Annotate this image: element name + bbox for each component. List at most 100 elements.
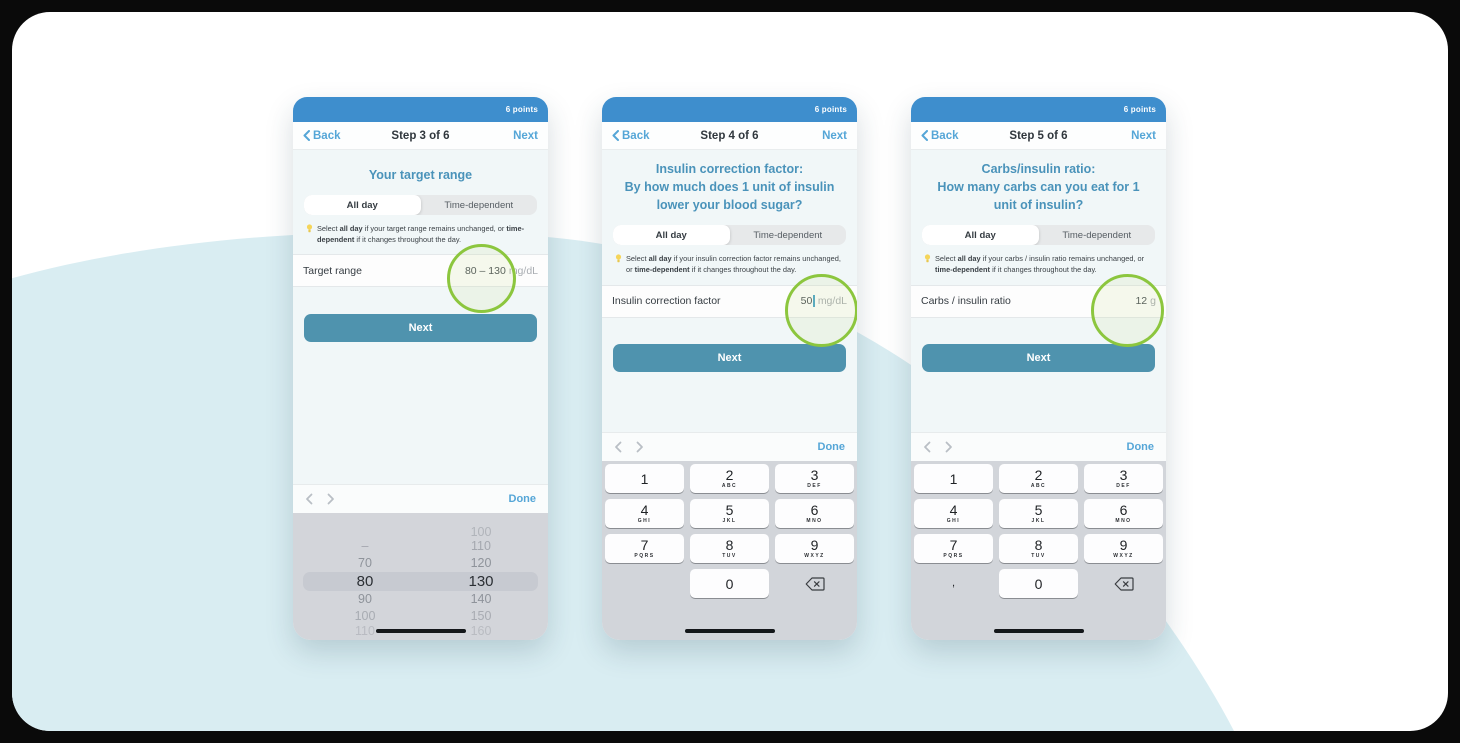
next-button[interactable]: Next — [613, 343, 846, 372]
key-5[interactable]: 5 JKL — [999, 499, 1078, 528]
field-value: 12 g — [1135, 295, 1156, 307]
chevron-left-icon[interactable] — [614, 441, 622, 453]
insulin-correction-field[interactable]: Insulin correction factor 50 mg/dL — [602, 284, 857, 318]
field-number: 80 – 130 — [464, 264, 506, 277]
key-0[interactable]: 0 — [999, 569, 1078, 598]
nav-bar: Back Step 4 of 6 Next — [602, 122, 857, 150]
backspace-icon — [1114, 576, 1134, 591]
done-button[interactable]: Done — [1126, 441, 1155, 453]
key-3[interactable]: 3 DEF — [775, 464, 854, 493]
back-label: Back — [931, 129, 959, 142]
phone-screen-step5: 6 points Back Step 5 of 6 Next Carbs/ins… — [911, 97, 1166, 640]
status-bar: 6 points — [602, 97, 857, 122]
back-button[interactable]: Back — [303, 130, 341, 142]
tab-all-day[interactable]: All day — [613, 225, 730, 246]
points-badge: 6 points — [505, 105, 538, 114]
key-9[interactable]: 9 WXYZ — [775, 534, 854, 563]
status-bar: 6 points — [293, 97, 548, 122]
back-button[interactable]: Back — [921, 130, 959, 142]
key-1[interactable]: 1 — [605, 464, 684, 493]
backspace-icon — [805, 576, 825, 591]
field-value: 80 – 130 mg/dL — [465, 265, 538, 277]
picker-row: 100 — [470, 525, 492, 539]
field-label: Insulin correction factor — [612, 295, 721, 308]
keyboard-accessory-bar: Done — [602, 432, 857, 461]
chevron-left-icon[interactable] — [305, 493, 313, 505]
key-8[interactable]: 8 TUV — [690, 534, 769, 563]
key-5[interactable]: 5 JKL — [690, 499, 769, 528]
chevron-right-icon[interactable] — [636, 441, 644, 453]
key-9[interactable]: 9 WXYZ — [1084, 534, 1163, 563]
tip-text: Select all day if your target range rema… — [293, 223, 548, 245]
chevron-left-icon[interactable] — [923, 441, 931, 453]
key-4[interactable]: 4 GHI — [914, 499, 993, 528]
page-title: Carbs/insulin ratio: How many carbs can … — [937, 162, 1140, 213]
field-label: Target range — [303, 264, 362, 277]
field-nav-chevrons — [923, 441, 953, 453]
day-mode-tabs: All day Time-dependent — [922, 225, 1155, 246]
key-1[interactable]: 1 — [914, 464, 993, 493]
key-6[interactable]: 6 MNO — [1084, 499, 1163, 528]
key-empty — [605, 569, 684, 598]
back-button[interactable]: Back — [612, 130, 650, 142]
key-0[interactable]: 0 — [690, 569, 769, 598]
nav-next-button[interactable]: Next — [1131, 129, 1156, 142]
picker-row-selected: 80 130 — [356, 573, 494, 590]
nav-next-button[interactable]: Next — [822, 129, 847, 142]
lightbulb-icon — [615, 254, 622, 263]
nav-next-button[interactable]: Next — [513, 129, 538, 142]
field-unit: g — [1150, 295, 1156, 308]
chevron-right-icon[interactable] — [327, 493, 335, 505]
tab-time-dependent[interactable]: Time-dependent — [1062, 229, 1132, 241]
picker-selection-band — [303, 572, 538, 591]
lightbulb-icon — [924, 254, 931, 263]
points-badge: 6 points — [814, 105, 847, 114]
phone-screen-step3: 6 points Back Step 3 of 6 Next Your targ… — [293, 97, 548, 640]
backspace-key[interactable] — [775, 569, 854, 598]
field-nav-chevrons — [305, 493, 335, 505]
done-button[interactable]: Done — [817, 441, 846, 453]
back-label: Back — [313, 129, 341, 142]
next-button[interactable]: Next — [304, 314, 537, 343]
next-button[interactable]: Next — [922, 343, 1155, 372]
day-mode-tabs: All day Time-dependent — [304, 195, 537, 216]
status-bar: 6 points — [911, 97, 1166, 122]
tab-time-dependent[interactable]: Time-dependent — [753, 229, 823, 241]
tip-text: Select all day if your carbs / insulin r… — [911, 253, 1166, 275]
tip-body: Select all day if your insulin correctio… — [626, 254, 841, 275]
field-label: Carbs / insulin ratio — [921, 295, 1011, 308]
done-button[interactable]: Done — [508, 493, 537, 505]
tab-all-day[interactable]: All day — [304, 195, 421, 216]
home-indicator — [375, 629, 466, 633]
tip-text: Select all day if your insulin correctio… — [602, 253, 857, 275]
field-value: 50 mg/dL — [801, 295, 847, 308]
page-title: Your target range — [368, 168, 473, 182]
points-badge: 6 points — [1123, 105, 1156, 114]
key-6[interactable]: 6 MNO — [775, 499, 854, 528]
key-3[interactable]: 3 DEF — [1084, 464, 1163, 493]
backspace-key[interactable] — [1084, 569, 1163, 598]
carbs-ratio-field[interactable]: Carbs / insulin ratio 12 g — [911, 284, 1166, 318]
key-7[interactable]: 7 PQRS — [605, 534, 684, 563]
chevron-right-icon[interactable] — [945, 441, 953, 453]
tab-time-dependent[interactable]: Time-dependent — [444, 199, 514, 211]
key-4[interactable]: 4 GHI — [605, 499, 684, 528]
day-mode-tabs: All day Time-dependent — [613, 225, 846, 246]
key-2[interactable]: 2 ABC — [999, 464, 1078, 493]
key-8[interactable]: 8 TUV — [999, 534, 1078, 563]
key-2[interactable]: 2 ABC — [690, 464, 769, 493]
picker-row: 110 160 — [355, 624, 492, 638]
keyboard-accessory-bar: Done — [911, 432, 1166, 461]
nav-bar: Back Step 5 of 6 Next — [911, 122, 1166, 150]
range-picker-wheel[interactable]: 100 –110 70 120 80 130 90 140 100 150 110 160 — [293, 513, 548, 640]
tab-all-day[interactable]: All day — [922, 225, 1039, 246]
target-range-field[interactable]: Target range 80 – 130 mg/dL — [293, 254, 548, 288]
chevron-left-icon — [303, 130, 310, 141]
picker-row: –110 — [361, 539, 491, 553]
key-comma[interactable]: , — [951, 577, 956, 589]
chevron-left-icon — [921, 130, 928, 141]
key-7[interactable]: 7 PQRS — [914, 534, 993, 563]
picker-row: 70 120 — [358, 556, 492, 570]
home-indicator — [993, 629, 1084, 633]
